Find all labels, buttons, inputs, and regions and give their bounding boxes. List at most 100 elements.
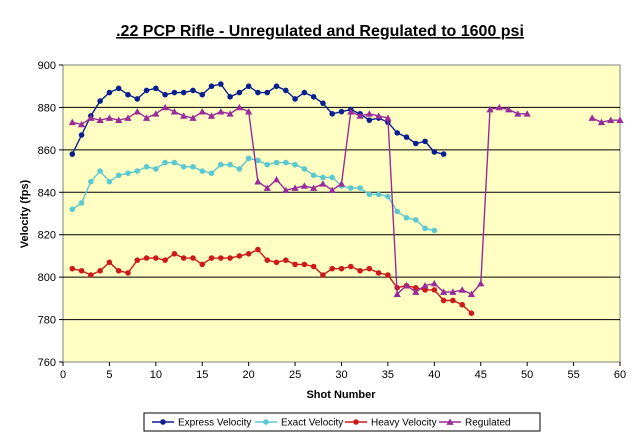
exact-velocity-point [227, 161, 233, 168]
regulated-point [115, 116, 123, 124]
x-tick-label: 20 [243, 369, 255, 381]
heavy-velocity-point [385, 272, 391, 278]
exact-velocity-point [412, 217, 419, 223]
legend: Express Velocity Exact Velocity Heavy Velo… [143, 412, 541, 432]
regulated-point [319, 180, 327, 187]
regulated-point [384, 114, 392, 121]
heavy-velocity-point [171, 251, 178, 257]
exact-velocity-line [71, 157, 435, 232]
regulated-point [124, 114, 132, 121]
exact-velocity-point [394, 208, 401, 215]
express-velocity-point [440, 151, 447, 157]
heavy-velocity-point [143, 255, 150, 261]
y-tick-label: 840 [38, 187, 56, 199]
regulated-point [505, 105, 513, 113]
y-tick-label: 820 [38, 230, 56, 242]
heavy-velocity-point [357, 267, 363, 274]
heavy-velocity-point [283, 257, 289, 263]
regulated-point [245, 108, 253, 115]
express-velocity-point [338, 108, 345, 115]
heavy-velocity-point [97, 267, 103, 274]
exact-velocity-point [255, 157, 261, 164]
express-velocity-point [431, 149, 438, 155]
express-velocity-point [310, 94, 317, 100]
exact-velocity-point [180, 164, 187, 170]
express-velocity-point [292, 96, 298, 102]
regulated-point [96, 116, 104, 124]
exact-velocity-point [115, 172, 122, 179]
regulated-point [365, 110, 373, 117]
y-tick-label: 880 [38, 102, 56, 114]
express-velocity-point [227, 94, 233, 100]
express-velocity-point [134, 96, 141, 102]
regulated-point [523, 110, 531, 117]
heavy-velocity-point [301, 261, 308, 268]
heavy-velocity-point [338, 265, 345, 272]
express-velocity-point [264, 89, 271, 96]
y-tick-label: 800 [38, 272, 56, 284]
regulated-point [87, 114, 95, 121]
x-tick-label: 15 [196, 369, 208, 381]
regulated-point [161, 103, 169, 111]
exact-velocity-point [320, 174, 326, 181]
exact-velocity-point [310, 172, 317, 179]
heavy-velocity-point [199, 261, 206, 268]
express-velocity-point [283, 87, 289, 94]
regulated-point [282, 186, 290, 194]
regulated-point [189, 114, 197, 121]
chart-title: .22 PCP Rifle - Unregulated and Regulate… [116, 23, 524, 40]
regulated-point [77, 120, 86, 128]
heavy-velocity-point [245, 251, 252, 257]
express-velocity-point [273, 83, 280, 90]
x-tick-label: 5 [106, 369, 112, 381]
express-velocity-point [301, 89, 308, 96]
express-velocity-point [162, 91, 168, 98]
exact-velocity-point [283, 159, 289, 166]
x-tick-label: 0 [60, 369, 66, 381]
exact-velocity-point [375, 191, 382, 198]
heavy-velocity-point [329, 265, 336, 272]
legend-heavy-velocity-label: Heavy Velocity [371, 418, 437, 429]
y-tick-label: 780 [38, 315, 56, 327]
express-velocity-point [153, 85, 159, 92]
y-axis-label: Velocity (fps) [19, 179, 31, 248]
regulated-point [254, 178, 262, 185]
exact-velocity-point [143, 164, 150, 170]
regulated-point [393, 290, 401, 297]
heavy-velocity-point [153, 255, 159, 261]
regulated-point [337, 180, 346, 187]
exact-velocity-point [403, 214, 410, 221]
x-tick-label: 50 [521, 369, 533, 381]
express-velocity-point [199, 91, 206, 98]
heavy-velocity-point [162, 257, 168, 263]
express-velocity-point [97, 98, 103, 104]
exact-velocity-point [347, 185, 354, 191]
exact-velocity-point [329, 174, 336, 181]
exact-velocity-point [273, 159, 280, 166]
express-velocity-point [106, 89, 113, 96]
exact-velocity-point [88, 178, 94, 185]
express-velocity-point [69, 151, 76, 157]
regulated-point [272, 175, 281, 183]
heavy-velocity-point [347, 263, 354, 270]
heavy-velocity-point [320, 272, 326, 278]
express-velocity-point [208, 83, 215, 90]
heavy-velocity-point [273, 259, 280, 266]
exact-velocity-point [97, 168, 103, 174]
exact-velocity-series [69, 155, 438, 234]
express-velocity-point [190, 87, 196, 94]
y-axis-ticks: 760 780 800 820 840 860 880 900 [38, 60, 63, 369]
heavy-velocity-point [459, 301, 465, 308]
heavy-velocity-point [78, 267, 85, 274]
regulated-point [597, 118, 606, 126]
regulated-point [152, 110, 160, 117]
legend-express-velocity-marker [160, 419, 166, 425]
regulated-point [68, 118, 76, 126]
heavy-velocity-point [69, 265, 76, 272]
y-tick-label: 760 [38, 357, 56, 369]
heavy-velocity-point [412, 284, 419, 291]
regulated-point [300, 182, 308, 189]
y-tick-label: 860 [38, 145, 56, 157]
